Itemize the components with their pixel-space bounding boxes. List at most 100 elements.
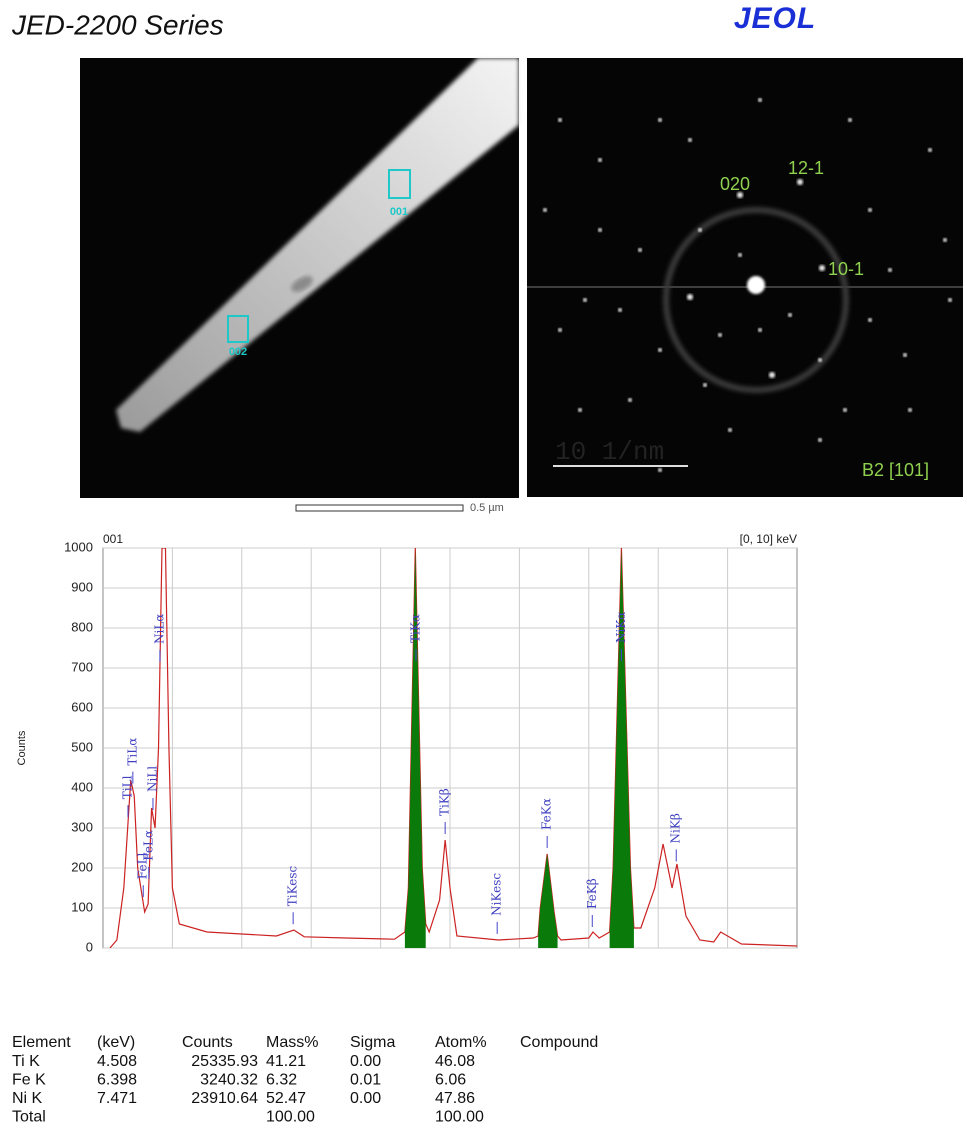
diffraction-spot [758, 328, 762, 332]
peak-label: NiKβ [669, 813, 683, 843]
table-cell: 47.86 [435, 1090, 475, 1107]
diffraction-spot [558, 328, 562, 332]
table-cell: 0.01 [350, 1072, 381, 1089]
diffraction-spot [848, 118, 852, 122]
table-cell: Fe K [12, 1072, 46, 1089]
table-header: Counts [182, 1034, 233, 1051]
diffraction-image [527, 58, 963, 497]
y-tick-label: 0 [86, 939, 93, 954]
table-cell: 3240.32 [200, 1072, 258, 1089]
table-cell: 25335.93 [191, 1053, 258, 1070]
diffraction-spot [658, 468, 662, 472]
diffraction-spot [728, 428, 732, 432]
table-header: Atom% [435, 1034, 487, 1051]
range-label: [0, 10] keV [740, 532, 797, 546]
page: JED-2200 Series JEOL 001 002 0.5 µm 020 … [0, 0, 967, 1133]
table-cell: 7.471 [97, 1090, 137, 1107]
area-label: 001 [390, 206, 408, 218]
spot-label: 12-1 [788, 158, 824, 178]
peak-label: TiKβ [438, 788, 452, 816]
table-cell: 0.00 [350, 1053, 381, 1070]
peak-label: FeLα [141, 830, 155, 861]
spectrum-chart: 01002003004005006007008009001000TiLlTiLα… [64, 539, 797, 954]
diffraction-spot [868, 208, 872, 212]
y-tick-label: 300 [71, 819, 93, 834]
figure: JED-2200 Series JEOL 001 002 0.5 µm 020 … [0, 0, 967, 1133]
table-cell: Ti K [12, 1053, 40, 1070]
diffraction-spot [843, 408, 847, 412]
table-cell: 4.508 [97, 1053, 137, 1070]
peak-label: NiLα [152, 614, 166, 644]
chart-title: 001 [103, 532, 123, 546]
table-cell: Total [12, 1109, 46, 1126]
diffraction-spot [903, 353, 907, 357]
table-header: Compound [520, 1034, 598, 1051]
table-cell: 23910.64 [191, 1090, 258, 1107]
table-header: Sigma [350, 1034, 395, 1051]
diffraction-spot [558, 118, 562, 122]
diffraction-spot [598, 158, 602, 162]
diffraction-spot [948, 298, 952, 302]
table-cell: 41.21 [266, 1053, 306, 1070]
peak-label: TiLα [125, 738, 139, 766]
y-tick-label: 400 [71, 779, 93, 794]
y-tick-label: 700 [71, 659, 93, 674]
spot-label: 10-1 [828, 259, 864, 279]
diffraction-spot [638, 248, 642, 252]
diffraction-spot [543, 208, 547, 212]
diffraction-spot [943, 238, 947, 242]
spot-label: 020 [720, 174, 750, 194]
logo: JEOL [734, 2, 816, 35]
scale-bar [296, 505, 463, 511]
diffraction-spot [628, 398, 632, 402]
y-tick-label: 800 [71, 619, 93, 634]
diffraction-spot [819, 265, 825, 271]
diffraction-spot [738, 253, 742, 257]
table-cell: 0.00 [350, 1090, 381, 1107]
diffraction-spot [758, 98, 762, 102]
diffraction-spot [658, 348, 662, 352]
table-cell: 52.47 [266, 1090, 306, 1107]
diffraction-spot [703, 383, 707, 387]
peak-label: TiKesc [286, 865, 300, 906]
diffraction-spot [687, 294, 693, 300]
scale-label: 0.5 µm [470, 502, 504, 514]
tem-image: 001 002 [80, 58, 519, 498]
zone-label: B2 [101] [862, 460, 929, 480]
diffraction-spot [769, 372, 775, 378]
table-cell: 100.00 [266, 1109, 315, 1126]
diffraction-spot [583, 298, 587, 302]
area-label: 002 [229, 346, 247, 358]
diffraction-spot [618, 308, 622, 312]
y-axis-label: Counts [16, 730, 28, 765]
table-cell: 100.00 [435, 1109, 484, 1126]
y-tick-label: 500 [71, 739, 93, 754]
table-cell: 6.32 [266, 1072, 297, 1089]
diffraction-spot [868, 318, 872, 322]
diffraction-spot [688, 138, 692, 142]
page-title: JED-2200 Series [11, 9, 224, 40]
diffraction-spot [888, 268, 892, 272]
peak-label: FeKα [540, 798, 554, 830]
diffraction-spot [658, 118, 662, 122]
diffraction-spot [928, 148, 932, 152]
peak-label: NiKesc [490, 873, 504, 916]
diffraction-spot [818, 358, 822, 362]
diffraction-spot [698, 228, 702, 232]
peak-label: NiKα [614, 612, 628, 643]
table-header: Mass% [266, 1034, 318, 1051]
table-cell: 6.06 [435, 1072, 466, 1089]
peak-label: NiLl [145, 766, 159, 792]
diffraction-spot [598, 228, 602, 232]
y-tick-label: 1000 [64, 539, 93, 554]
table-cell: Ni K [12, 1090, 43, 1107]
scale-label: 10 1/nm [555, 437, 664, 467]
peak-label: FeKβ [585, 878, 599, 909]
diffraction-spot [797, 179, 803, 185]
table-cell: 6.398 [97, 1072, 137, 1089]
y-tick-label: 200 [71, 859, 93, 874]
table-cell: 46.08 [435, 1053, 475, 1070]
diffraction-spot [788, 313, 792, 317]
diffraction-spot [818, 438, 822, 442]
table-header: Element [12, 1034, 71, 1051]
